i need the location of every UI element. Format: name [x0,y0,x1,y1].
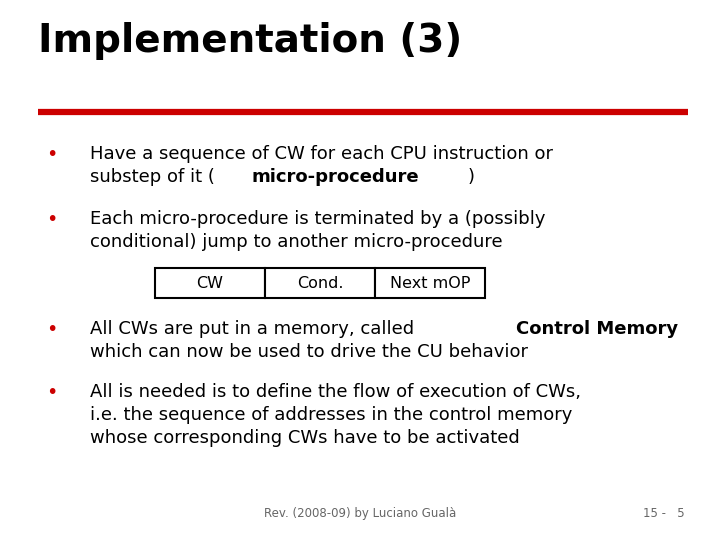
Text: Cond.: Cond. [297,275,343,291]
Text: micro-procedure: micro-procedure [251,168,419,186]
Text: ): ) [467,168,474,186]
Text: •: • [46,383,58,402]
Text: •: • [46,320,58,339]
Bar [155,268,265,298]
Text: All CWs are put in a memory, called: All CWs are put in a memory, called [90,320,420,338]
Text: Each micro-procedure is terminated by a (possibly: Each micro-procedure is terminated by a … [90,210,546,228]
Text: Rev. (2008-09) by Luciano Gualà: Rev. (2008-09) by Luciano Gualà [264,507,456,520]
Bar [265,268,375,298]
Text: which can now be used to drive the CU behavior: which can now be used to drive the CU be… [90,343,528,361]
Text: Implementation (3): Implementation (3) [38,22,462,60]
Text: i.e. the sequence of addresses in the control memory: i.e. the sequence of addresses in the co… [90,406,572,424]
Text: •: • [46,145,58,164]
Bar [375,268,485,298]
Text: •: • [46,210,58,229]
Text: All is needed is to define the flow of execution of CWs,: All is needed is to define the flow of e… [90,383,581,401]
Text: whose corresponding CWs have to be activated: whose corresponding CWs have to be activ… [90,429,520,447]
Text: substep of it (: substep of it ( [90,168,215,186]
Text: Have a sequence of CW for each CPU instruction or: Have a sequence of CW for each CPU instr… [90,145,553,163]
Text: Next mOP: Next mOP [390,275,470,291]
Text: CW: CW [197,275,223,291]
Text: conditional) jump to another micro-procedure: conditional) jump to another micro-proce… [90,233,503,251]
Text: 15 -   5: 15 - 5 [644,507,685,520]
Text: Control Memory: Control Memory [516,320,678,338]
